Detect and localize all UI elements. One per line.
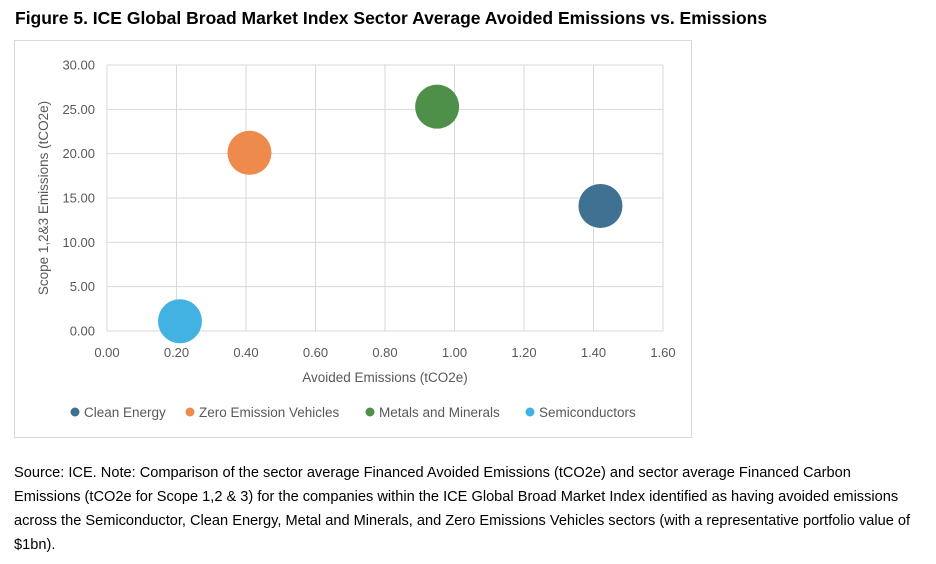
y-tick-label: 15.00: [62, 191, 95, 206]
x-tick-label: 0.60: [303, 345, 328, 360]
legend-label: Semiconductors: [539, 405, 636, 420]
legend-marker: [185, 407, 195, 417]
chart-area: 0.00 5.00 10.00 15.00 20.00 25.00 30.00 0.00 0.2…: [14, 40, 692, 438]
bubble-metals-and-minerals: [415, 84, 460, 129]
legend: Clean Energy Zero Emission Vehicles Metals…: [70, 405, 636, 420]
legend-marker: [365, 407, 375, 417]
x-tick-label: 1.60: [650, 345, 675, 360]
y-tick-label: 10.00: [62, 235, 95, 250]
x-tick-label: 1.40: [581, 345, 606, 360]
legend-label: Clean Energy: [84, 405, 166, 420]
x-tick-label: 0.40: [233, 345, 258, 360]
x-axis-title: Avoided Emissions (tCO2e): [302, 370, 468, 385]
bubble-semiconductors: [157, 299, 202, 344]
source-note: Source: ICE. Note: Comparison of the sec…: [14, 465, 911, 553]
x-tick-label: 0.20: [164, 345, 189, 360]
gridlines: [106, 64, 664, 332]
y-tick-label: 5.00: [70, 279, 95, 294]
data-points: [157, 84, 623, 344]
x-tick-label: 1.20: [511, 345, 536, 360]
bubble-zero-emission-vehicles: [227, 130, 272, 175]
legend-marker: [525, 407, 535, 417]
y-axis-title: Scope 1,2&3 Emissions (tCO2e): [36, 101, 51, 295]
y-tick-label: 25.00: [62, 102, 95, 117]
x-tick-label: 0.00: [94, 345, 119, 360]
tick-labels: 0.00 5.00 10.00 15.00 20.00 25.00 30.00 0.00 0.2…: [62, 58, 675, 361]
y-tick-label: 0.00: [70, 324, 95, 339]
legend-marker: [70, 407, 80, 417]
x-tick-label: 1.00: [442, 345, 467, 360]
y-tick-label: 30.00: [62, 58, 95, 73]
legend-label: Zero Emission Vehicles: [199, 405, 340, 420]
legend-label: Metals and Minerals: [379, 405, 500, 420]
x-tick-label: 0.80: [372, 345, 397, 360]
scatter-chart: 0.00 5.00 10.00 15.00 20.00 25.00 30.00 0.00 0.2…: [36, 58, 676, 421]
bubble-clean-energy: [578, 183, 623, 228]
figure-title: Figure 5. ICE Global Broad Market Index …: [15, 8, 768, 28]
y-tick-label: 20.00: [62, 146, 95, 161]
